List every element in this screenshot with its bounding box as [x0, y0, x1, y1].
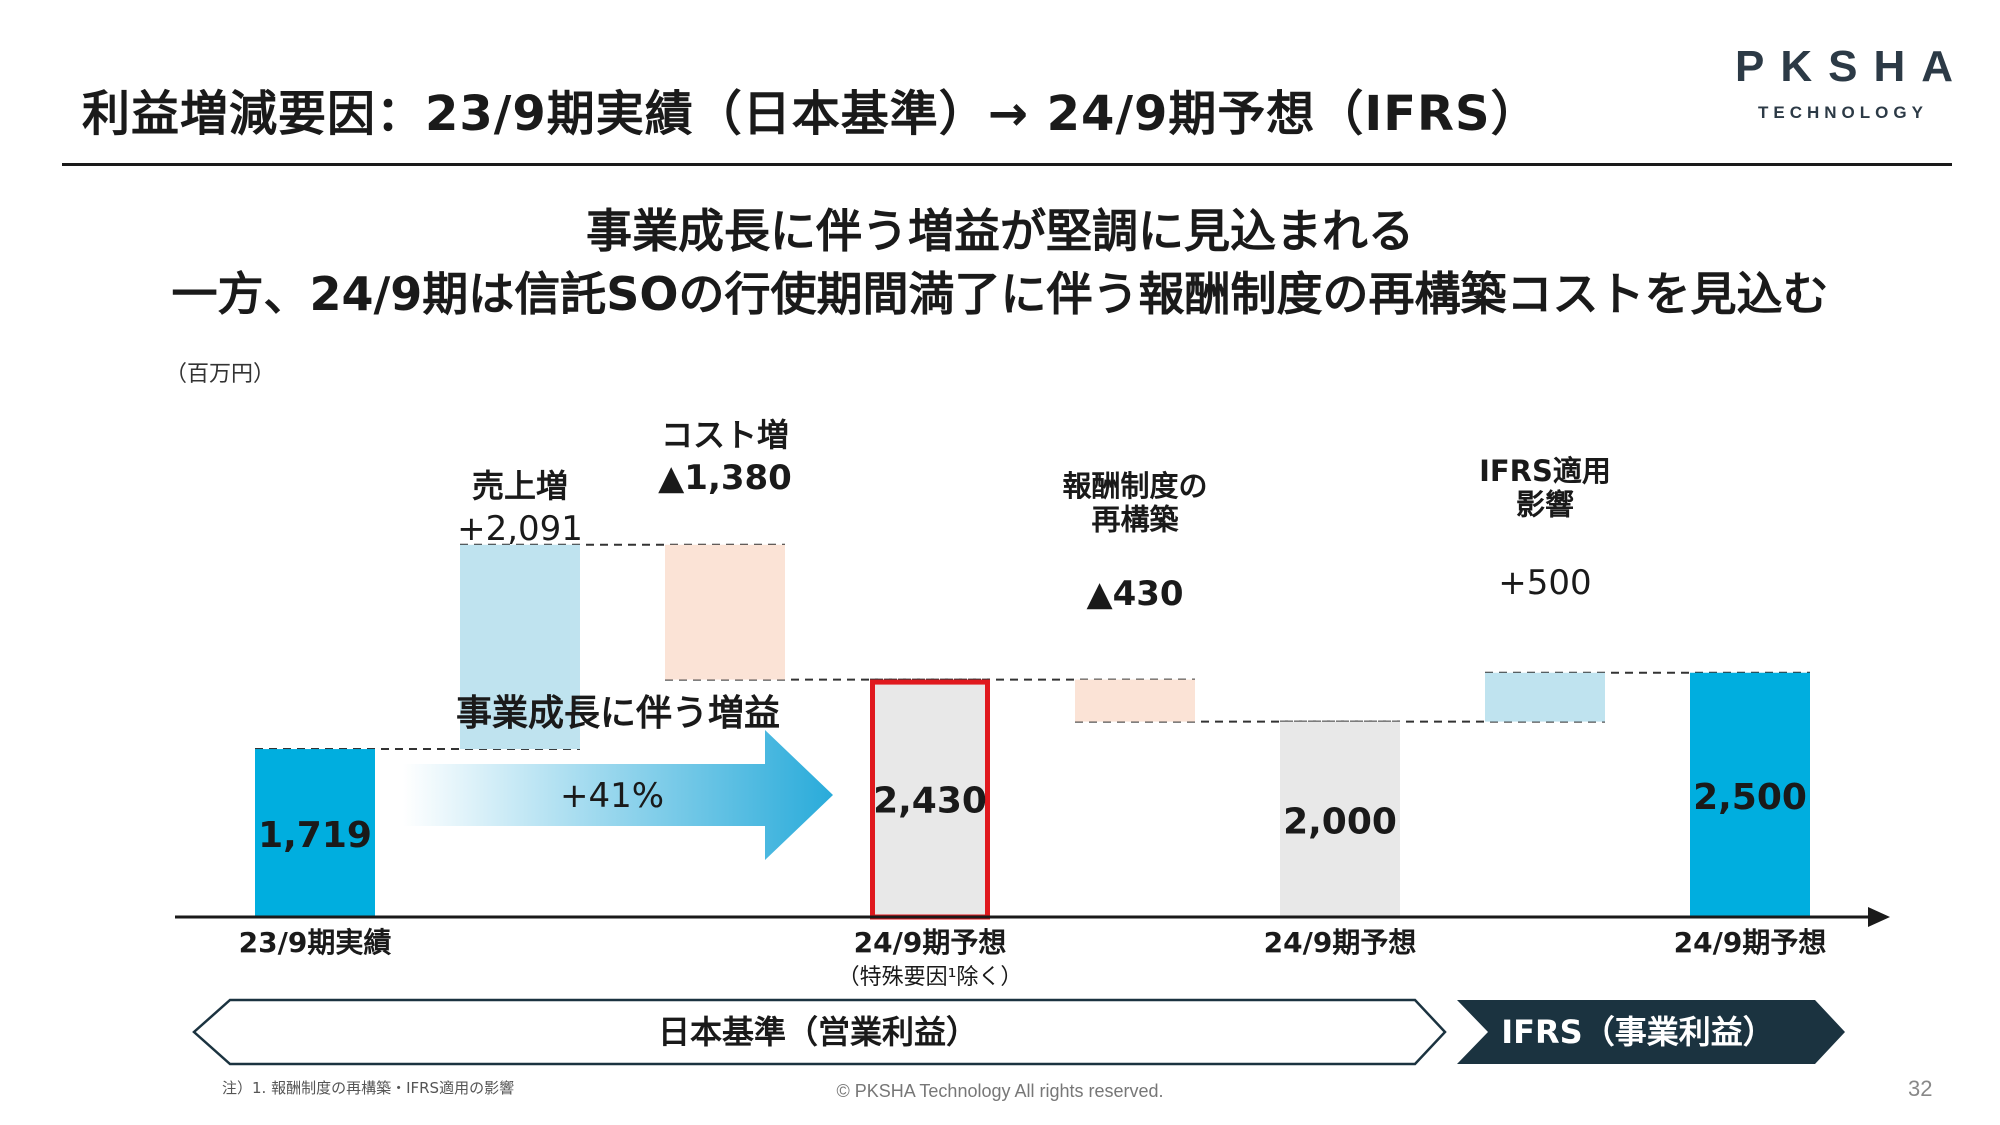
bar-cost-increase	[665, 544, 785, 680]
chart-unit-label: （百万円）	[165, 362, 276, 387]
x-axis-arrowhead	[1868, 907, 1890, 927]
page-number: 32	[1908, 1076, 1933, 1101]
title-divider	[62, 163, 1952, 166]
company-logo: PKSHA	[1735, 42, 1970, 91]
bar-fy24-ex-special	[870, 679, 990, 920]
name-label-ifrs-impact: IFRS適用影響	[1479, 454, 1611, 521]
labels: 1,719 2,430 2,000 2,500 売上増 +2,091 コスト増 ▲1,380 報…	[239, 416, 1827, 990]
x-label-fy24-forecast-ifrs: 24/9期予想	[1674, 926, 1827, 959]
copyright: © PKSHA Technology All rights reserved.	[836, 1081, 1164, 1101]
x-label-fy24-ex-special: 24/9期予想	[854, 926, 1007, 959]
bar-comp-restructure	[1075, 679, 1195, 722]
company-logo-subtitle: TECHNOLOGY	[1758, 103, 1928, 122]
name-label-comp-restructure: 報酬制度の再構築	[1062, 469, 1207, 536]
bar-fy24-forecast-ifrs	[1690, 672, 1810, 917]
name-label-cost-increase: コスト増	[661, 416, 789, 454]
band-ifrs	[1457, 1000, 1845, 1064]
footnote: 注）1. 報酬制度の再構築・IFRS適用の影響	[222, 1079, 515, 1097]
growth-arrow-label: +41%	[560, 776, 664, 816]
bar-ifrs-impact	[1485, 672, 1605, 722]
value-label-sales-increase: +2,091	[457, 509, 583, 549]
value-label-fy24-ex-special: 2,430	[873, 780, 987, 821]
growth-arrow-title: 事業成長に伴う増益	[456, 693, 780, 734]
bar-fy23-actual	[255, 749, 375, 917]
accounting-standard-bands: 日本基準（営業利益） IFRS（事業利益）	[192, 998, 1845, 1066]
x-label-fy23-actual: 23/9期実績	[239, 926, 392, 959]
growth-arrow: 事業成長に伴う増益 +41%	[403, 693, 833, 860]
slide-title: 利益増減要因：23/9期実績（日本基準）→ 24/9期予想（IFRS）	[82, 86, 1540, 142]
x-sublabel-fy24-ex-special: （特殊要因¹除く）	[838, 965, 1023, 990]
bars	[255, 544, 1810, 920]
band-ifrs-label: IFRS（事業利益）	[1501, 1013, 1774, 1051]
headline-line-2: 一方、24/9期は信託SOの行使期間満了に伴う報酬制度の再構築コストを見込む	[171, 267, 1829, 321]
x-axis	[175, 907, 1890, 927]
value-label-fy24-forecast-ifrs: 2,500	[1693, 777, 1807, 818]
band-jgaap-label: 日本基準（営業利益）	[658, 1013, 978, 1051]
x-label-fy24-forecast-jgaap: 24/9期予想	[1264, 926, 1417, 959]
value-label-cost-increase: ▲1,380	[658, 458, 792, 498]
name-label-sales-increase: 売上増	[472, 467, 568, 505]
bar-fy24-forecast-jgaap	[1280, 721, 1400, 917]
bar-sales-increase	[460, 544, 580, 750]
value-label-fy23-actual: 1,719	[258, 815, 372, 856]
value-label-ifrs-impact: +500	[1498, 563, 1591, 603]
growth-arrow-shape	[403, 730, 833, 860]
value-label-comp-restructure: ▲430	[1086, 574, 1183, 614]
headline-line-1: 事業成長に伴う増益が堅調に見込まれる	[586, 204, 1414, 258]
value-label-fy24-forecast-jgaap: 2,000	[1283, 801, 1397, 842]
band-jgaap	[192, 998, 1447, 1066]
